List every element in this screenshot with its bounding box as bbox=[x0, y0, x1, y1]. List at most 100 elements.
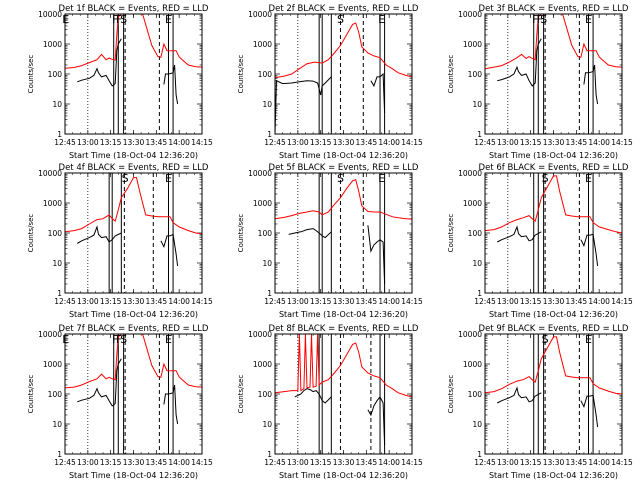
event-marker-label: E bbox=[62, 13, 69, 26]
x-tick-label: 14:00 bbox=[588, 138, 610, 147]
y-tick-label: 10000 bbox=[458, 330, 482, 339]
x-tick-label: 14:00 bbox=[168, 138, 190, 147]
event-marker-label: E bbox=[378, 13, 385, 26]
y-tick-label: 1 bbox=[267, 289, 272, 298]
event-marker-label: F bbox=[116, 13, 122, 26]
x-tick-label: 14:15 bbox=[611, 458, 633, 467]
x-tick-label: 13:00 bbox=[497, 458, 519, 467]
x-tick-label: 12:45 bbox=[54, 458, 76, 467]
y-axis-label: Counts/sec bbox=[447, 375, 455, 414]
y-tick-label: 1000 bbox=[253, 199, 272, 208]
panel-title: Det 8f BLACK = Events, RED = LLD bbox=[269, 324, 419, 334]
x-tick-label: 14:00 bbox=[378, 138, 400, 147]
y-tick-label: 1000 bbox=[43, 199, 62, 208]
x-tick-label: 12:45 bbox=[264, 458, 286, 467]
event-marker-label: E bbox=[165, 333, 172, 346]
y-tick-label: 10 bbox=[262, 100, 272, 109]
x-tick-label: 13:30 bbox=[543, 138, 565, 147]
y-tick-label: 100 bbox=[48, 390, 63, 399]
series-line-1 bbox=[65, 334, 202, 389]
event-marker-label: S bbox=[337, 172, 344, 185]
series-line-3 bbox=[163, 384, 179, 425]
y-tick-label: 100 bbox=[48, 229, 63, 238]
plot-frame bbox=[64, 13, 203, 135]
y-axis-label: Counts/sec bbox=[27, 214, 35, 253]
x-tick-label: 13:00 bbox=[77, 138, 99, 147]
series-line-3 bbox=[580, 233, 599, 266]
y-tick-label: 10000 bbox=[248, 169, 272, 178]
y-tick-label: 10 bbox=[472, 100, 482, 109]
y-tick-label: 100 bbox=[48, 70, 63, 79]
x-tick-label: 14:00 bbox=[378, 458, 400, 467]
x-axis-label: Start Time (18-Oct-04 12:36:20) bbox=[279, 151, 408, 160]
x-axis-label: Start Time (18-Oct-04 12:36:20) bbox=[279, 471, 408, 480]
event-marker-label: F bbox=[116, 333, 122, 346]
y-tick-label: 1000 bbox=[463, 40, 482, 49]
x-tick-label: 14:15 bbox=[191, 138, 213, 147]
plot-frame bbox=[274, 333, 413, 455]
plot-frame bbox=[484, 333, 623, 455]
x-axis-label: Start Time (18-Oct-04 12:36:20) bbox=[489, 151, 618, 160]
series-line-2 bbox=[497, 38, 542, 87]
panel-title: Det 4f BLACK = Events, RED = LLD bbox=[59, 163, 209, 173]
event-marker-label: E bbox=[165, 13, 172, 26]
y-axis-label: Counts/sec bbox=[447, 55, 455, 94]
series-line-3 bbox=[370, 72, 386, 114]
y-tick-label: 1 bbox=[57, 289, 62, 298]
x-tick-label: 12:45 bbox=[264, 138, 286, 147]
x-tick-label: 13:30 bbox=[333, 138, 355, 147]
x-axis-label: Start Time (18-Oct-04 12:36:20) bbox=[69, 151, 198, 160]
plot-frame bbox=[274, 13, 413, 135]
y-tick-label: 1000 bbox=[463, 199, 482, 208]
x-tick-label: 14:00 bbox=[378, 297, 400, 306]
series-line-2 bbox=[288, 228, 332, 239]
y-tick-label: 100 bbox=[258, 70, 273, 79]
plot-frame bbox=[484, 172, 623, 294]
series-line-2 bbox=[496, 386, 542, 404]
y-tick-label: 100 bbox=[468, 70, 483, 79]
x-tick-label: 14:15 bbox=[401, 297, 423, 306]
series-line-1 bbox=[485, 336, 622, 395]
x-tick-label: 12:45 bbox=[54, 138, 76, 147]
x-axis-label: Start Time (18-Oct-04 12:36:20) bbox=[69, 310, 198, 319]
x-tick-label: 13:00 bbox=[497, 138, 519, 147]
x-tick-label: 13:15 bbox=[310, 458, 332, 467]
panel-6: Det 6f BLACK = Events, RED = LLD Counts/s… bbox=[447, 163, 633, 319]
y-axis-label: Counts/sec bbox=[237, 375, 245, 414]
panel-title: Det 7f BLACK = Events, RED = LLD bbox=[59, 324, 209, 334]
series-line-3 bbox=[163, 64, 179, 105]
x-tick-label: 13:15 bbox=[100, 297, 122, 306]
event-marker-label: E bbox=[585, 333, 592, 346]
panel-title: Det 1f BLACK = Events, RED = LLD bbox=[59, 4, 209, 14]
event-marker-label: E bbox=[585, 172, 592, 185]
y-tick-label: 1000 bbox=[43, 40, 62, 49]
y-tick-label: 10 bbox=[472, 259, 482, 268]
y-tick-label: 10 bbox=[262, 259, 272, 268]
x-tick-label: 14:15 bbox=[401, 138, 423, 147]
x-tick-label: 13:30 bbox=[543, 458, 565, 467]
x-tick-label: 13:30 bbox=[123, 138, 145, 147]
y-tick-label: 10000 bbox=[458, 169, 482, 178]
x-tick-label: 13:45 bbox=[356, 458, 378, 467]
series-line-3 bbox=[160, 233, 179, 266]
x-tick-label: 13:45 bbox=[146, 458, 168, 467]
panel-title: Det 2f BLACK = Events, RED = LLD bbox=[269, 4, 419, 14]
series-line-2 bbox=[294, 388, 332, 404]
y-tick-label: 1 bbox=[57, 450, 62, 459]
plot-frame bbox=[484, 13, 623, 135]
panel-7: Det 7f BLACK = Events, RED = LLD Counts/s… bbox=[27, 324, 213, 480]
y-tick-label: 1 bbox=[477, 289, 482, 298]
panel-4: Det 4f BLACK = Events, RED = LLD Counts/s… bbox=[27, 163, 213, 319]
y-tick-label: 10000 bbox=[458, 10, 482, 19]
series-line-2 bbox=[77, 358, 122, 407]
x-tick-label: 13:45 bbox=[146, 297, 168, 306]
x-tick-label: 13:15 bbox=[100, 458, 122, 467]
x-tick-label: 13:45 bbox=[566, 458, 588, 467]
x-axis-label: Start Time (18-Oct-04 12:36:20) bbox=[489, 310, 618, 319]
y-tick-label: 1000 bbox=[253, 40, 272, 49]
x-tick-label: 13:15 bbox=[520, 297, 542, 306]
x-tick-label: 12:45 bbox=[474, 297, 496, 306]
y-tick-label: 1000 bbox=[463, 360, 482, 369]
y-tick-label: 1 bbox=[477, 450, 482, 459]
